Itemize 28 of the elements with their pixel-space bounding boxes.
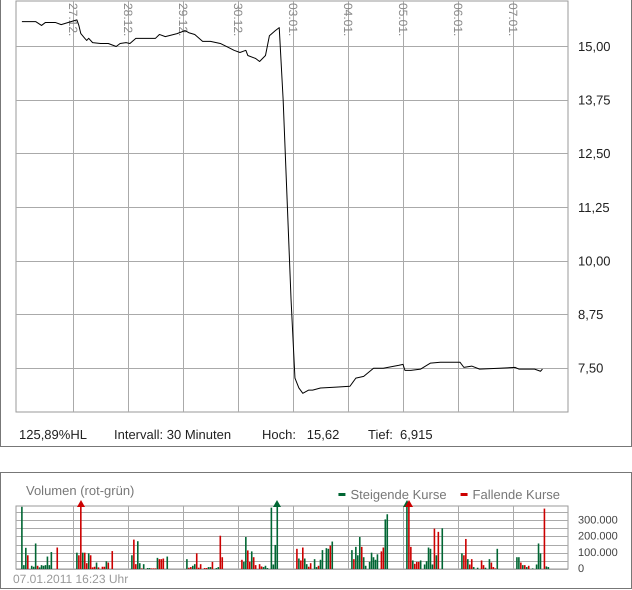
text: Tief: 6,915 [368,427,433,442]
text: 125,89%HL [19,427,87,442]
text: Hoch: 15,62 [262,427,340,442]
y-tick-label: 200.000 [578,530,618,543]
y-tick-label: 8,75 [578,307,604,322]
y-tick-label: 300.000 [578,514,618,527]
y-tick-label: 100.000 [578,546,618,559]
legend-label: Fallende Kurse [472,487,560,502]
y-tick-label: 0 [578,563,584,575]
y-tick-label: 15,00 [578,38,611,54]
text: 07.01.2011 16:23 Uhr [13,572,128,586]
y-tick-label: 13,75 [578,92,611,108]
x-tick-label: 30.12. [230,3,245,36]
x-tick-label: 04.01. [340,3,355,36]
x-tick-label: 28.12. [120,3,135,36]
x-tick-label: 27.12. [66,3,80,36]
x-tick-label: 05.01. [396,3,410,36]
x-tick-label: 06.01. [450,3,465,36]
chart-title: Volumen (rot-grün) [26,483,134,498]
y-tick-label: 12,50 [578,146,611,162]
x-tick-label: 03.01. [286,3,300,36]
x-tick-label: 07.01. [506,3,520,36]
legend-label: Steigende Kurse [350,487,447,502]
y-tick-label: 10,00 [578,253,611,268]
x-tick-label: 29.12. [176,3,190,36]
y-tick-label: 7,50 [578,360,604,376]
y-tick-label: 11,25 [578,200,610,215]
text: Intervall: 30 Minuten [114,427,232,442]
